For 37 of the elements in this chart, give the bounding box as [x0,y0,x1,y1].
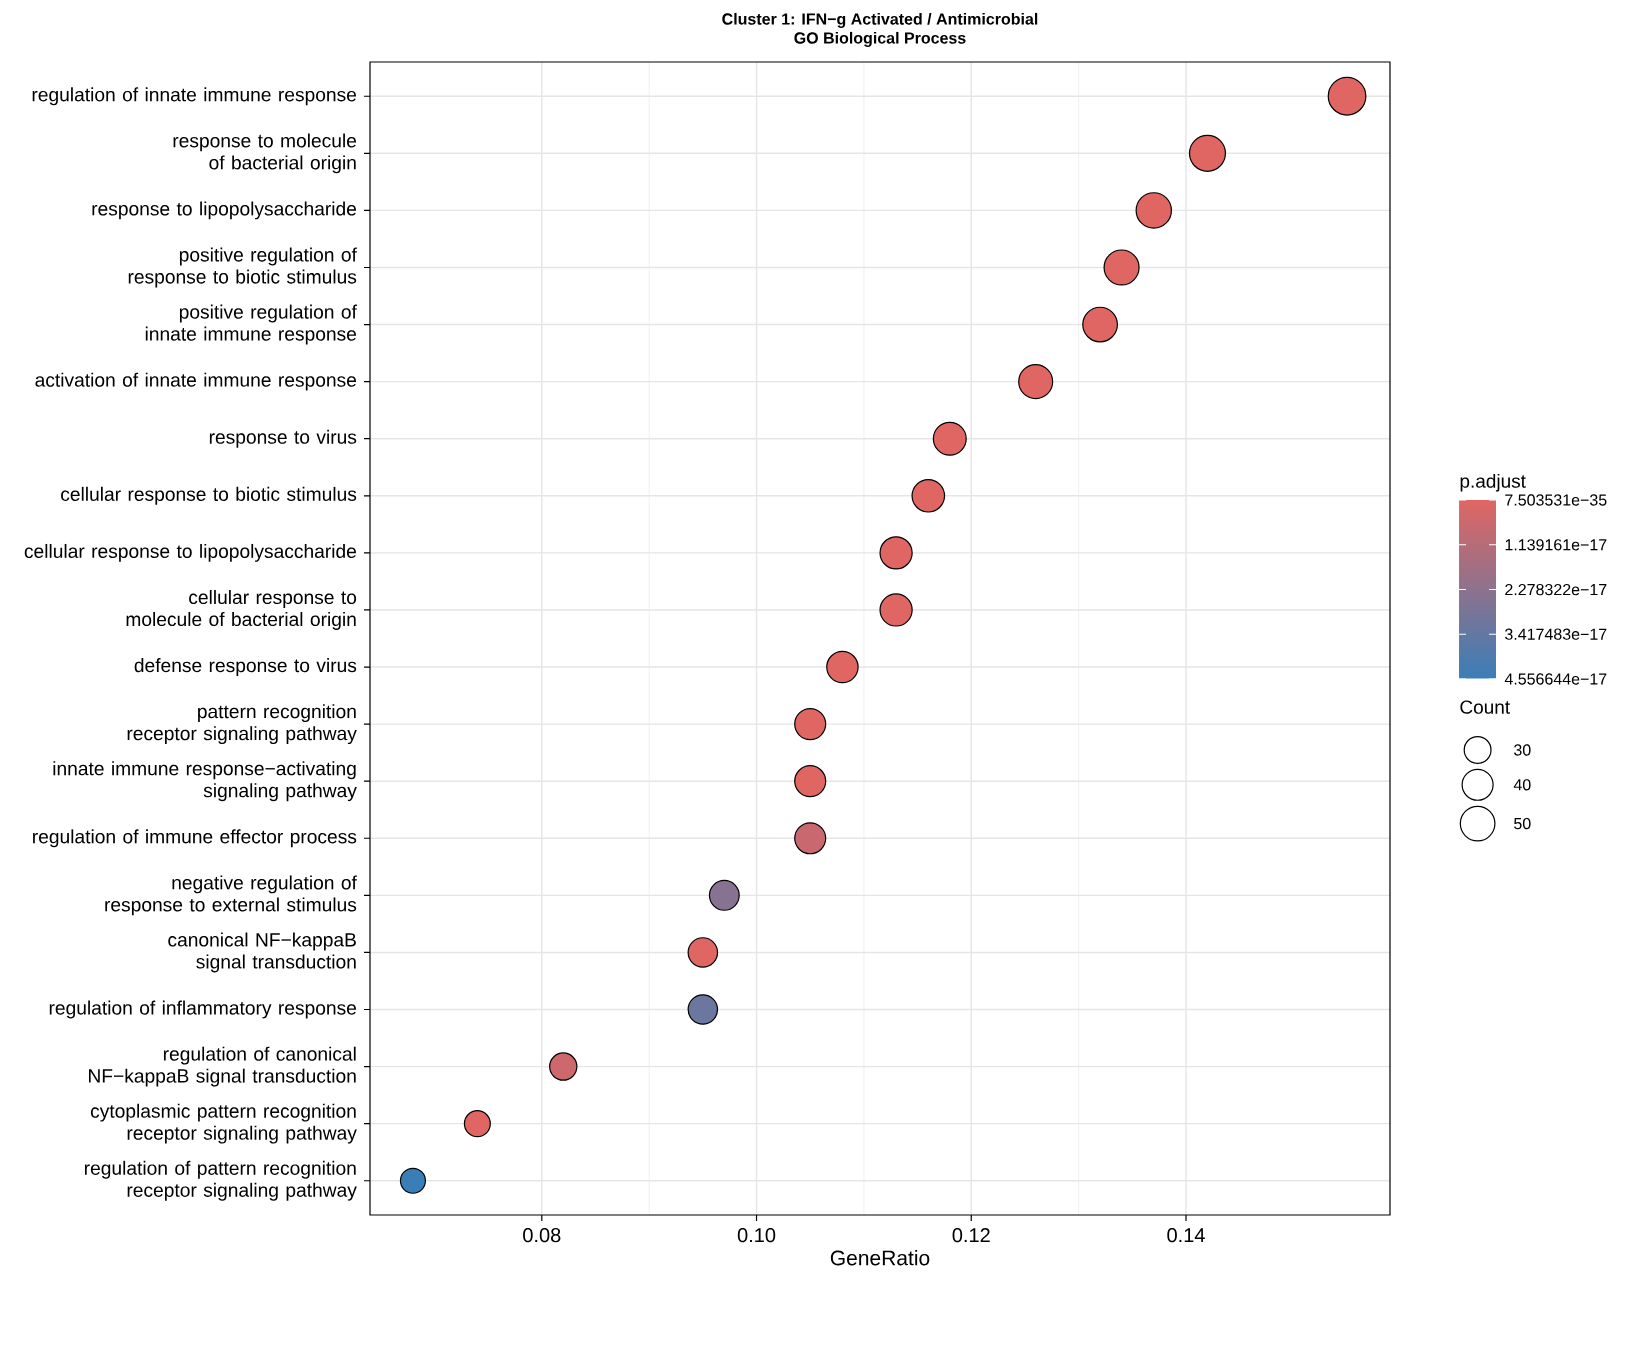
x-tick-label: 0.10 [737,1228,776,1243]
y-tick-label: pattern recognition receptor signaling pathway [127,704,357,745]
y-tick-label: response to molecule of bacterial origin [173,133,357,174]
y-tick-label: cytoplasmic pattern recognition receptor signaling pathway [90,1103,357,1144]
color-bar-label: 1.139161e−17 [1505,539,1607,551]
x-tick-label: 0.12 [952,1228,990,1243]
y-tick-label: response to lipopolysaccharide [92,201,357,220]
y-tick-label: regulation of canonical NF−kappaB signal transduction [89,1046,356,1087]
color-bar-label: 3.417483e−17 [1505,628,1607,640]
legend-label: 40 [1513,779,1531,791]
y-tick-label: negative regulation of response to external stimulus [105,875,357,916]
x-tick-label: 0.08 [523,1228,561,1243]
legend-label: 50 [1514,817,1531,830]
chart-subtitle: GO Biological Process [794,31,966,47]
y-tick-label: cellular response to lipopolysaccharide [24,543,356,562]
y-tick-label: positive regulation of innate immune response [145,304,357,345]
legend-title: Count [1460,700,1510,714]
y-tick-label: canonical NF−kappaB signal transduction [168,932,356,973]
color-bar-label: 2.278322e−17 [1505,583,1607,596]
y-tick-label: regulation of pattern recognition receptor signaling pathway [84,1160,357,1201]
y-tick-label: innate immune response−activating signaling pathway [53,761,357,802]
y-tick-label: regulation of inflammatory response [49,1000,357,1019]
y-tick-label: regulation of innate immune response [32,87,357,106]
y-tick-label: cellular response to molecule of bacterial origin [126,590,357,630]
x-tick-label: 0.14 [1167,1228,1205,1243]
y-tick-label: activation of innate immune response [35,372,357,391]
y-tick-label: regulation of immune effector process [33,829,357,848]
x-axis-title: GeneRatio [830,1249,930,1266]
color-bar-label: 4.556644e−17 [1504,673,1607,685]
legend-label: 30 [1514,744,1531,756]
y-tick-label: cellular response to biotic stimulus [61,486,357,505]
chart-title: Cluster 1: IFN−g Activated / Antimicrobial [722,12,1038,28]
color-bar-title: p.adjust [1460,473,1526,492]
color-bar-label: 7.503531e−35 [1505,494,1607,506]
y-tick-label: defense response to virus [134,658,357,676]
y-tick-label: positive regulation of response to biotic stimulus [128,247,357,288]
y-tick-label: response to virus [209,429,357,448]
